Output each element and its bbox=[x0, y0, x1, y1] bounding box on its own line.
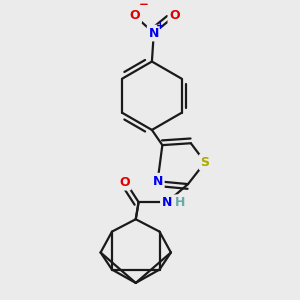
Text: N: N bbox=[162, 196, 172, 208]
Text: S: S bbox=[201, 156, 210, 169]
Text: H: H bbox=[175, 196, 186, 208]
Text: +: + bbox=[156, 21, 165, 32]
Text: N: N bbox=[148, 26, 159, 40]
Text: −: − bbox=[138, 0, 148, 11]
Text: N: N bbox=[152, 175, 163, 188]
Text: O: O bbox=[130, 9, 140, 22]
Text: O: O bbox=[169, 9, 180, 22]
Text: O: O bbox=[119, 176, 130, 189]
